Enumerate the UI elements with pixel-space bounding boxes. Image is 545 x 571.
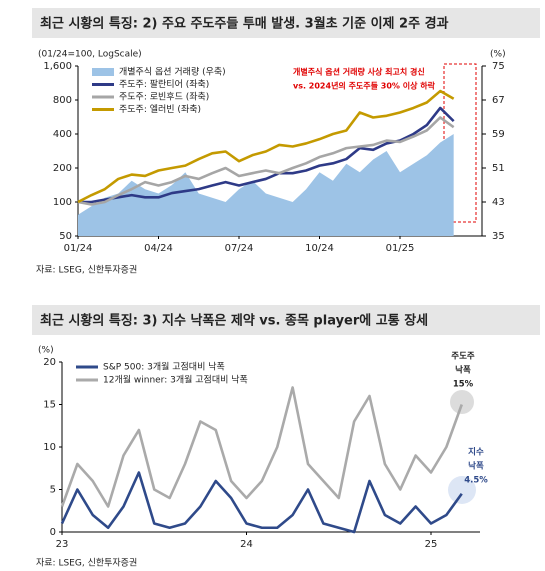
- line: [77, 116, 455, 206]
- legend-label: S&P 500: 3개월 고점대비 낙폭: [103, 361, 225, 373]
- annotation: 4.5%: [464, 476, 488, 486]
- annotation: 주도주: [451, 352, 475, 362]
- y-tick-label: 1,600: [43, 61, 72, 72]
- line: [78, 106, 455, 204]
- y-tick-label: 0: [50, 527, 56, 538]
- y-tick-label: 100: [53, 197, 72, 208]
- y2-tick-label: 51: [492, 163, 505, 174]
- y-tick-label: 400: [53, 129, 72, 140]
- x-tick-label: 23: [56, 539, 69, 550]
- x-tick-label: 24: [240, 539, 253, 550]
- area: [78, 134, 454, 236]
- legend-label: 주도주: 로빈후드 (좌축): [119, 92, 209, 103]
- source: 자료: LSEG, 신한투자증권: [36, 264, 137, 276]
- y-tick-label: 10: [43, 442, 56, 453]
- line: [77, 89, 455, 204]
- y2-tick-label: 59: [492, 129, 505, 140]
- legend-swatch: [92, 68, 114, 76]
- annotation: 지수: [468, 447, 484, 458]
- title-bar: [32, 305, 540, 335]
- source: 자료: LSEG, 신한투자증권: [36, 557, 137, 569]
- legend-label: 주도주: 엘러빈 (좌축): [119, 104, 201, 115]
- y2-tick-label: 67: [492, 95, 505, 106]
- chart-title: 최근 시황의 특징: 3) 지수 낙폭은 제약 vs. 종목 player에 고…: [40, 313, 428, 329]
- annotation: 개별주식 옵션 거래량 사상 최고치 경신: [293, 67, 425, 77]
- y-tick-label: 200: [53, 163, 72, 174]
- annotation: vs. 2024년의 주도주들 30% 이상 하락: [293, 81, 436, 91]
- highlight-circle: [448, 476, 476, 504]
- y2-axis-label: (%): [490, 50, 506, 60]
- legend-label: 12개월 winner: 3개월 고점대비 낙폭: [103, 374, 248, 386]
- x-tick-label: 01/25: [386, 243, 415, 254]
- x-tick-label: 10/24: [305, 243, 334, 254]
- x-tick-label: 07/24: [225, 243, 254, 254]
- highlight-circle: [450, 390, 474, 414]
- annotation: 낙폭: [455, 365, 471, 376]
- y-axis-label: (%): [38, 346, 54, 356]
- y2-tick-label: 43: [492, 197, 505, 208]
- line: [60, 471, 463, 534]
- y2-tick-label: 35: [492, 231, 505, 242]
- y-tick-label: 20: [43, 357, 56, 368]
- annotation: 낙폭: [468, 461, 484, 472]
- y-axis-label: (01/24=100, LogScale): [38, 50, 142, 60]
- x-tick-label: 01/24: [64, 243, 93, 254]
- y-tick-label: 5: [50, 485, 56, 496]
- y-tick-label: 15: [43, 400, 56, 411]
- chart-title: 최근 시황의 특징: 2) 주요 주도주들 투매 발생. 3월초 기준 이제 2…: [40, 16, 449, 32]
- line: [60, 386, 463, 508]
- x-tick-label: 04/24: [144, 243, 173, 254]
- annotation: 15%: [453, 380, 474, 390]
- y-tick-label: 800: [53, 95, 72, 106]
- y2-tick-label: 75: [492, 61, 505, 72]
- title-bar: [32, 8, 540, 38]
- legend-label: 개별주식 옵션 거래량 (우축): [119, 66, 226, 78]
- y-tick-label: 50: [59, 231, 72, 242]
- x-tick-label: 25: [425, 539, 438, 550]
- legend-label: 주도주: 팔란티어 (좌축): [119, 78, 209, 90]
